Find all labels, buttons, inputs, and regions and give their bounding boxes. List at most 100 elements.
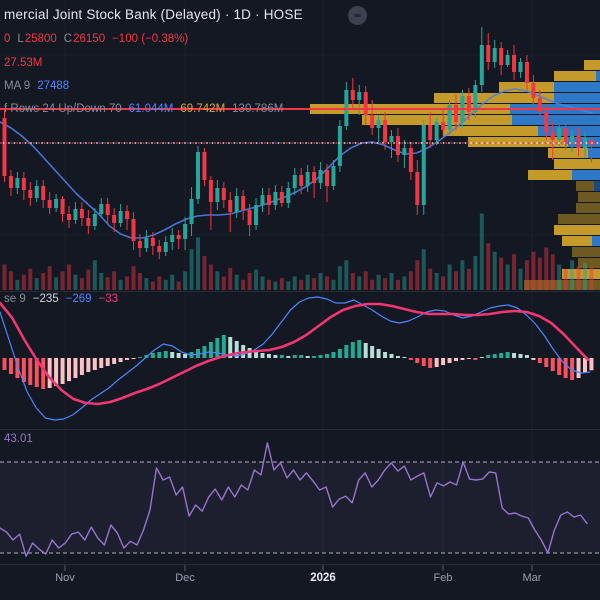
volume-bar (21, 274, 26, 290)
macd-bar (196, 348, 200, 358)
macd-bar (402, 357, 407, 359)
vbp-legend[interactable]: f Rows 24 Up/Down 70 61.044M 69.742M 130… (4, 103, 283, 115)
rsi-legend[interactable]: 43.01 (4, 433, 33, 445)
candle (512, 55, 517, 72)
candle (112, 215, 117, 223)
macd-bar (34, 358, 39, 388)
volume-bar (157, 276, 162, 290)
vbp-total-volume: 130.786M (232, 103, 284, 115)
ma-value: 27488 (37, 80, 70, 92)
volume-bar (60, 271, 65, 290)
macd-bar (221, 334, 226, 358)
volume-bar (512, 254, 517, 290)
volume-bar (118, 279, 123, 290)
macd-bar (305, 356, 310, 358)
candle (208, 180, 213, 202)
candle (544, 112, 549, 132)
vp-row-down (468, 137, 568, 147)
candle (337, 126, 342, 166)
candle (363, 92, 368, 115)
candle (15, 178, 20, 188)
vp-row-down (584, 60, 600, 70)
candle (99, 204, 104, 214)
macd-bar (8, 358, 13, 374)
macd-bar (286, 356, 291, 358)
macd-bar (486, 354, 491, 358)
candle (395, 136, 400, 155)
macd-bar (92, 358, 97, 370)
vbp-key: f Rows 24 Up/Down 70 (4, 103, 122, 115)
volume-bar (350, 273, 355, 290)
ma-legend[interactable]: MA 9 27488 (4, 80, 69, 92)
minimize-icon (354, 13, 361, 18)
macd-bar (576, 358, 581, 378)
macd-bar (228, 337, 233, 358)
volume-bar (112, 271, 117, 290)
volume-bar (331, 279, 336, 290)
macd-bar (512, 353, 517, 358)
candle (92, 214, 97, 226)
volume-bar (415, 260, 420, 290)
macd-bar (325, 353, 329, 358)
macd-bar (60, 358, 65, 384)
macd-bar (499, 353, 504, 358)
candle (370, 115, 375, 128)
macd-hist-value: −235 (32, 293, 59, 305)
volume-bar (389, 273, 394, 290)
candle (41, 186, 46, 200)
volume-bar (492, 251, 497, 290)
candle (428, 125, 433, 140)
macd-bar (370, 346, 375, 358)
vbp-down-volume: 69.742M (180, 103, 226, 115)
macd-bar (408, 358, 413, 360)
vp-row-up (538, 126, 600, 136)
more-options-button[interactable] (348, 6, 367, 25)
candle (441, 122, 446, 130)
volume-bar (34, 278, 39, 290)
candle (118, 211, 123, 223)
candle (73, 209, 78, 220)
candle (34, 186, 39, 198)
candle (131, 219, 136, 241)
volume-bar (473, 256, 478, 290)
macd-line-value: −269 (65, 293, 92, 305)
candle (144, 238, 149, 248)
candle (183, 224, 188, 239)
candle (54, 199, 59, 208)
macd-bar (337, 348, 342, 358)
vp-row-down (554, 71, 596, 81)
vp-row-down (434, 93, 554, 103)
candle (389, 136, 394, 142)
macd-signal-value: −33 (98, 293, 119, 305)
volume-bar (363, 271, 368, 290)
macd-bar (454, 358, 458, 362)
vp-row-down (443, 126, 538, 136)
macd-bar (2, 358, 7, 370)
symbol-title[interactable]: mercial Joint Stock Bank (Delayed) · 1D … (4, 7, 303, 22)
volume-bar (241, 279, 246, 290)
candle (2, 118, 7, 176)
vp-row-up (512, 115, 600, 125)
candle (518, 62, 523, 72)
volume-bar (150, 281, 155, 290)
candle (402, 148, 407, 155)
macd-bar (544, 358, 549, 368)
candle (570, 136, 575, 144)
vp-row-down (578, 192, 600, 202)
candle (550, 132, 555, 140)
macd-bar (105, 358, 110, 367)
volume-bar (28, 268, 33, 290)
macd-legend[interactable]: se 9 −235 −269 −33 (4, 293, 118, 305)
volume-bar (2, 264, 7, 290)
candle (125, 211, 130, 219)
candle (170, 235, 175, 242)
low-value: 25800 (24, 33, 57, 45)
macd-bar (112, 358, 117, 364)
volume-bar (54, 277, 59, 290)
volume-bar (357, 276, 362, 290)
volume-bar (99, 273, 104, 290)
volume-legend[interactable]: 27.53M (4, 57, 42, 69)
volume-bar (202, 256, 207, 290)
